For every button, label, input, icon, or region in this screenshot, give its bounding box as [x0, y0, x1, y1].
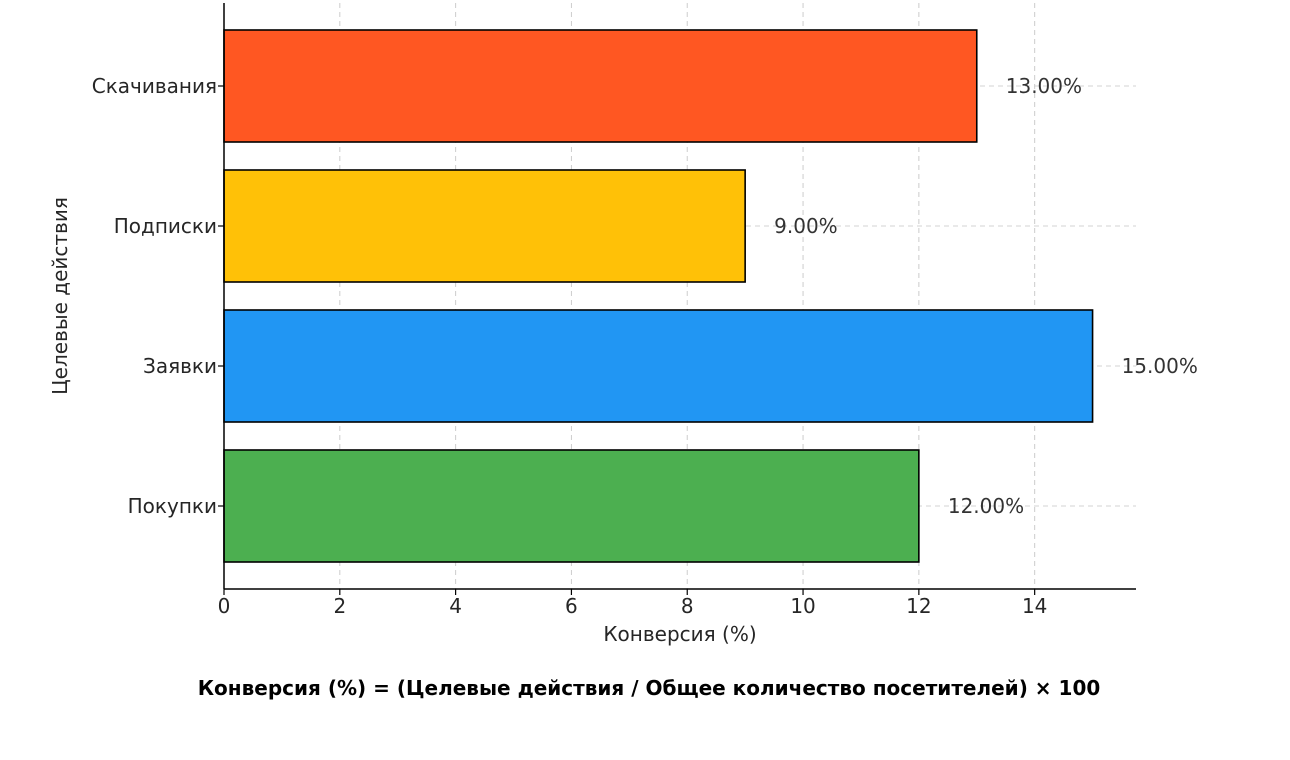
y-tick-label: Заявки [143, 354, 217, 378]
x-tick-label: 6 [565, 594, 578, 618]
y-tick-label: Подписки [114, 214, 217, 238]
y-tick-label: Скачивания [92, 74, 217, 98]
data-label: 13.00% [1006, 74, 1082, 98]
x-tick-label: 0 [218, 594, 231, 618]
x-tick-label: 14 [1022, 594, 1047, 618]
conversion-bar-chart: Скачивания 13.00% Подписки 9.00% Заявки 15.00… [48, 3, 1198, 646]
x-tick-label: 10 [790, 594, 815, 618]
data-label: 12.00% [948, 494, 1024, 518]
bars [223, 29, 1094, 563]
x-axis-title: Конверсия (%) [603, 622, 756, 646]
y-tick-label: Покупки [128, 494, 217, 518]
x-tick-label: 12 [906, 594, 931, 618]
bar [223, 29, 978, 143]
axes [218, 3, 1136, 595]
bar [223, 449, 920, 563]
x-tick-label: 4 [449, 594, 462, 618]
x-tick-label: 2 [333, 594, 346, 618]
bar [223, 309, 1094, 423]
bar [223, 169, 746, 283]
y-axis-title: Целевые действия [48, 197, 72, 395]
data-label: 15.00% [1122, 354, 1198, 378]
x-tick-label: 8 [681, 594, 694, 618]
labels: Скачивания 13.00% Подписки 9.00% Заявки 15.00… [92, 74, 1198, 618]
conversion-formula: Конверсия (%) = (Целевые действия / Обще… [197, 676, 1101, 700]
data-label: 9.00% [774, 214, 838, 238]
